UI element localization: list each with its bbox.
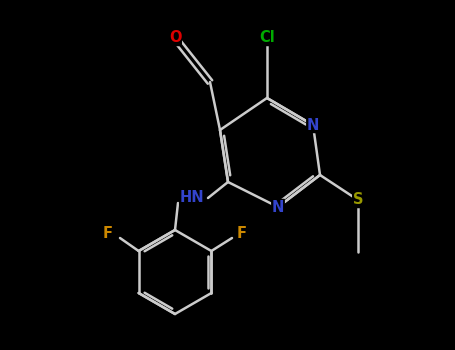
Text: F: F	[237, 225, 247, 240]
Text: N: N	[272, 199, 284, 215]
Text: F: F	[103, 225, 113, 240]
Text: O: O	[169, 30, 181, 46]
Text: S: S	[353, 193, 363, 208]
Text: Cl: Cl	[259, 30, 275, 46]
Text: HN: HN	[180, 190, 204, 205]
Text: N: N	[307, 118, 319, 133]
